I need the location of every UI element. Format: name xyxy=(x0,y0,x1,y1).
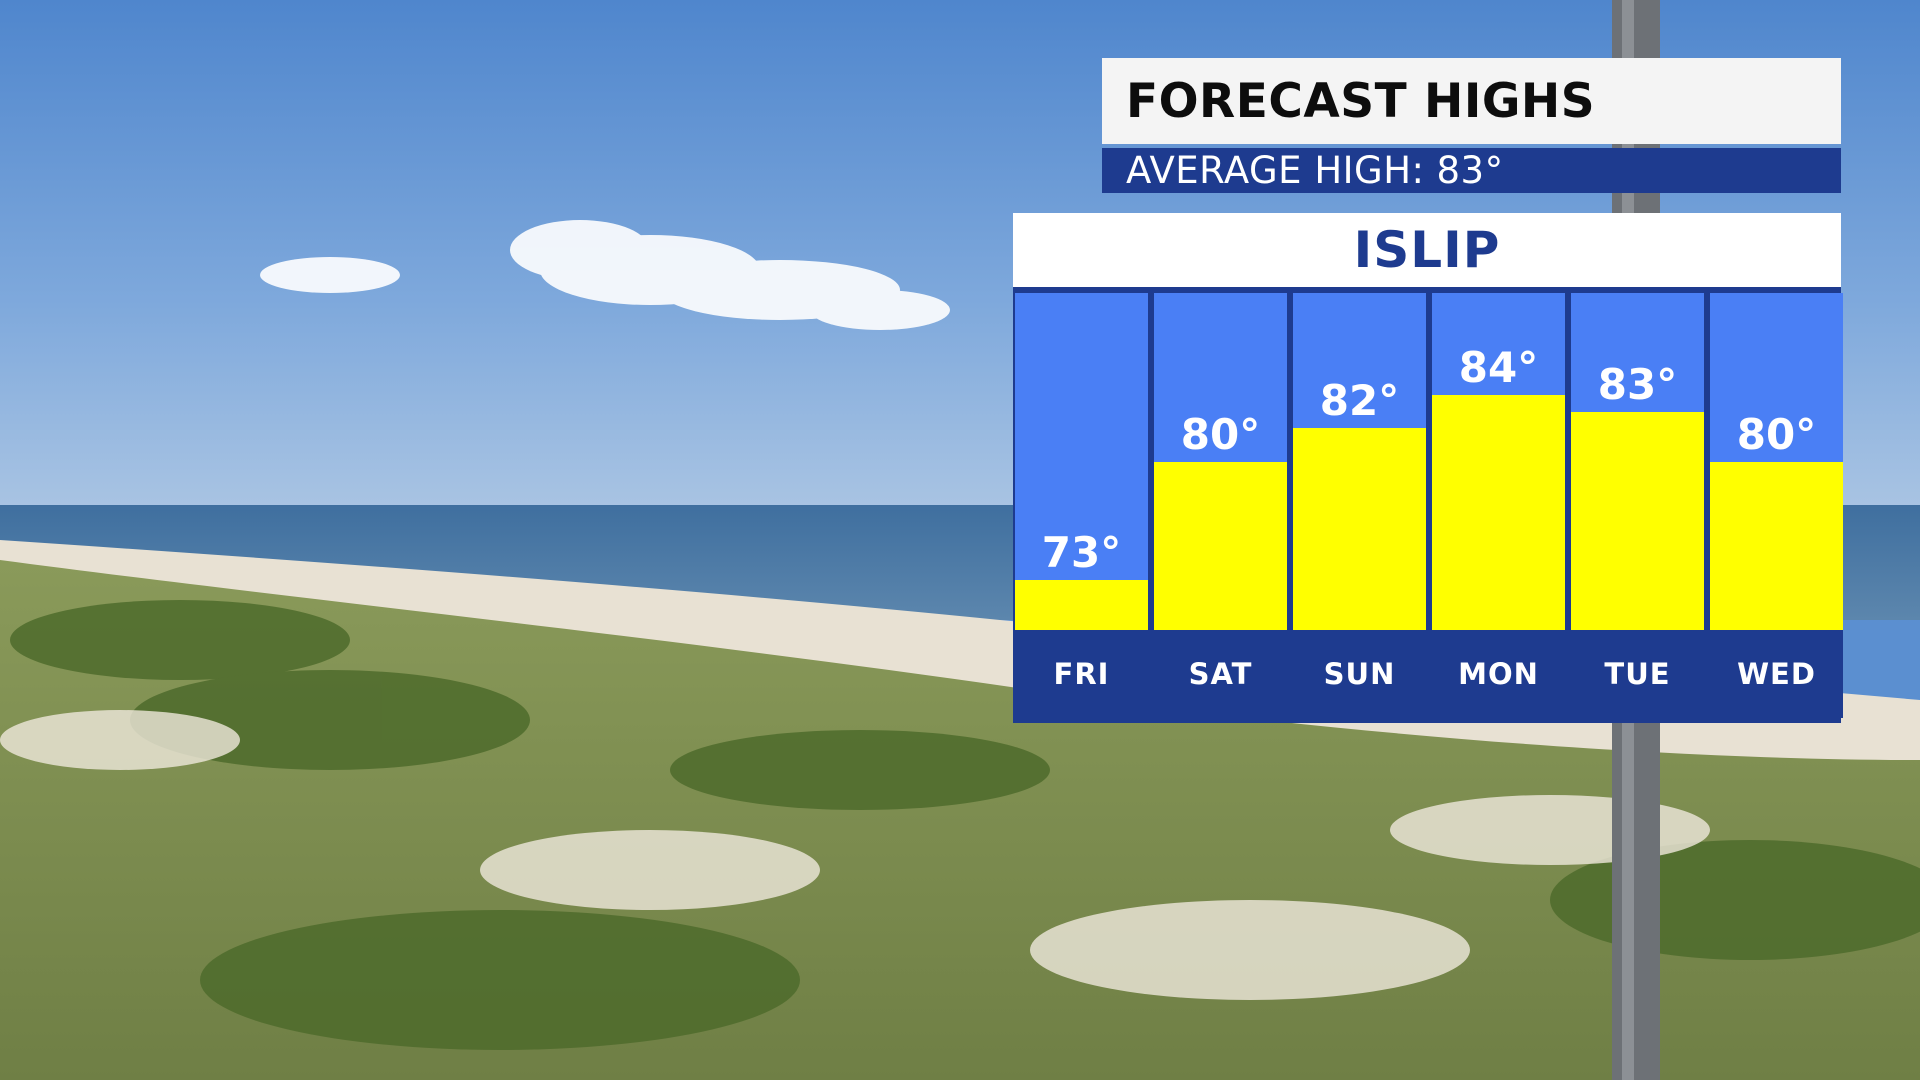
temperature-label: 83° xyxy=(1597,359,1678,409)
average-high-label: AVERAGE HIGH: xyxy=(1126,149,1425,192)
temperature-label: 82° xyxy=(1319,376,1400,426)
day-strip xyxy=(1710,630,1843,718)
forecast-day-column: 80° SAT xyxy=(1154,293,1287,718)
day-label: WED xyxy=(1737,657,1816,691)
temperature-bar xyxy=(1293,428,1426,630)
day-strip xyxy=(1571,630,1704,718)
temperature-bar xyxy=(1154,462,1287,630)
location-label: ISLIP xyxy=(1013,213,1841,287)
day-label: MON xyxy=(1458,657,1539,691)
temperature-label: 80° xyxy=(1180,410,1261,459)
day-strip xyxy=(1293,630,1426,718)
temperature-label: 80° xyxy=(1736,410,1817,459)
forecast-day-column: 73° FRI xyxy=(1015,293,1148,718)
temperature-bar xyxy=(1432,394,1565,630)
forecast-day-column: 82° SUN xyxy=(1293,293,1426,718)
temperature-bar xyxy=(1710,462,1843,630)
day-label: SUN xyxy=(1323,657,1396,691)
temperature-label: 84° xyxy=(1458,342,1539,392)
forecast-day-column: 83° TUE xyxy=(1571,293,1704,718)
forecast-chart-panel: ISLIP 73° FRI 80° SAT 82° SUN 84° MON 83° TUE 80° W… xyxy=(1013,213,1843,723)
temperature-bar xyxy=(1571,411,1704,630)
day-label: SAT xyxy=(1188,657,1253,691)
temperature-bar xyxy=(1015,579,1148,630)
day-label: FRI xyxy=(1053,657,1110,691)
average-high-banner: AVERAGE HIGH: 83° xyxy=(1102,148,1841,193)
forecast-title-text: FORECAST HIGHS xyxy=(1126,73,1596,129)
temperature-label: 73° xyxy=(1041,527,1122,577)
location-name: ISLIP xyxy=(1353,221,1501,279)
day-strip xyxy=(1432,630,1565,718)
forecast-title: FORECAST HIGHS xyxy=(1102,58,1841,144)
day-strip xyxy=(1015,630,1148,718)
forecast-day-column: 80° WED xyxy=(1710,293,1843,718)
average-high-value: 83° xyxy=(1436,149,1504,192)
day-strip xyxy=(1154,630,1287,718)
forecast-day-column: 84° MON xyxy=(1432,293,1565,718)
day-label: TUE xyxy=(1604,657,1671,691)
